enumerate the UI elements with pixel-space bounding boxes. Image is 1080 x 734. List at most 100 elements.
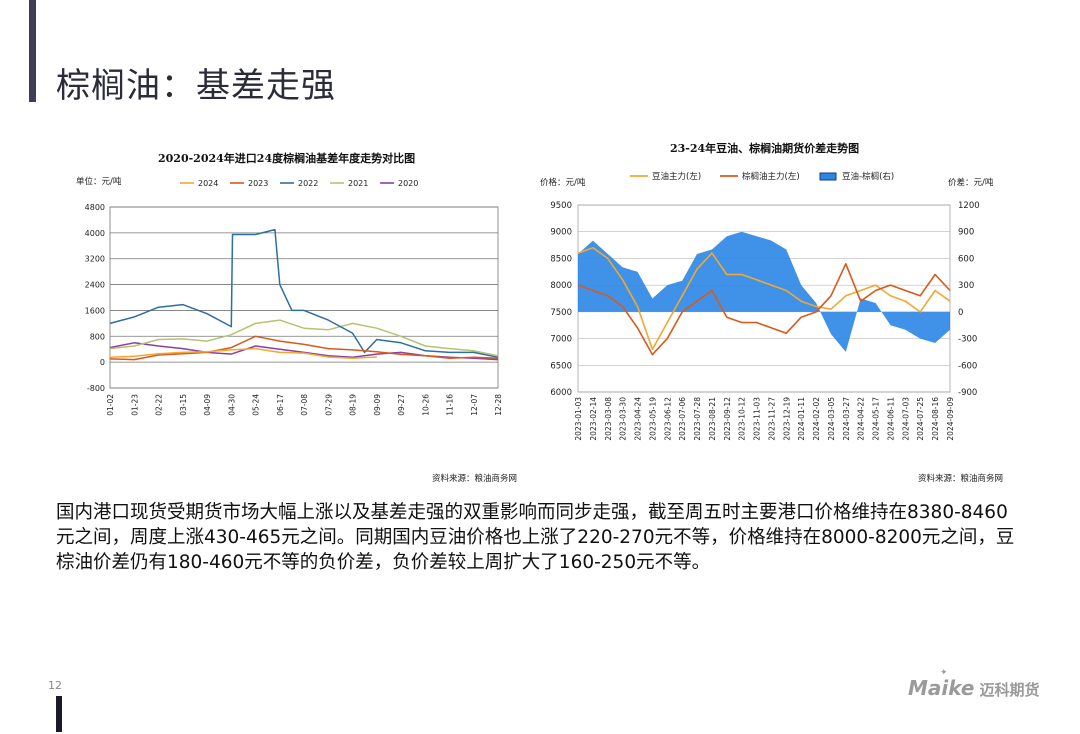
- x-tick-label: 2023-05-19: [648, 397, 657, 441]
- x-tick-label: 2024-07-25: [916, 397, 925, 441]
- x-tick-label: 2023-12-19: [782, 397, 791, 441]
- x-tick-label: 2024-08-16: [931, 397, 940, 441]
- y-tick-label: 2400: [85, 281, 105, 290]
- y-right-tick-label: -300: [958, 335, 977, 345]
- x-tick-label: 09-09: [373, 394, 382, 416]
- spread-chart-title: 23-24年豆油、棕榈油期货价差走势图: [670, 142, 860, 155]
- y-right-tick-label: 600: [958, 254, 974, 264]
- page-title: 棕榈油：基差走强: [56, 66, 336, 106]
- x-tick-label: 2023-08-21: [708, 397, 717, 441]
- spread-chart-right-unit: 价差：元/吨: [948, 178, 994, 188]
- x-tick-label: 02-22: [155, 394, 164, 416]
- x-tick-label: 2023-11-03: [753, 397, 762, 441]
- x-tick-label: 2023-06-12: [663, 397, 672, 441]
- basis-chart-title: 2020-2024年进口24度棕榈油基差年度走势对比图: [158, 152, 416, 165]
- x-tick-label: 2023-02-14: [589, 397, 598, 441]
- y-right-tick-label: -600: [958, 361, 977, 371]
- x-tick-label: 2024-01-11: [797, 397, 806, 441]
- y-tick-label: 0: [100, 358, 105, 367]
- y-right-tick-label: -900: [958, 388, 977, 398]
- y-right-tick-label: 900: [958, 228, 974, 238]
- x-tick-label: 12-07: [470, 394, 479, 416]
- legend-label: 2024: [198, 179, 218, 188]
- spread-chart-source: 资料来源：粮油商务网: [918, 474, 1004, 484]
- y-left-tick-label: 6500: [550, 361, 572, 371]
- x-tick-label: 09-27: [397, 394, 406, 416]
- spread-chart: 23-24年豆油、棕榈油期货价差走势图 价格：元/吨 价差：元/吨 6000 65…: [530, 130, 1020, 490]
- logo-cn-text: 迈科期货: [979, 681, 1040, 699]
- legend-label: 豆油主力(左): [652, 171, 701, 182]
- plot-frame: [109, 206, 499, 389]
- x-tick-label: 2023-01-03: [574, 397, 583, 441]
- y-right-tick-label: 0: [958, 308, 963, 318]
- y-tick-label: 1600: [85, 306, 105, 315]
- x-tick-label: 2024-03-27: [842, 397, 851, 441]
- spread-chart-svg: 60006500700075008000850090009500-900-600…: [550, 171, 980, 441]
- logo-mark-icon: ✦: [940, 668, 948, 678]
- x-tick-label: 2024-02-02: [812, 397, 821, 441]
- y-left-tick-label: 9500: [550, 201, 572, 211]
- series-line-2024: [109, 347, 377, 360]
- x-tick-label: 2023-04-24: [634, 397, 643, 441]
- basis-chart-svg: -800 0 800 1600 2400 3200 4000 4800 01-02 01-23 02…: [85, 179, 503, 416]
- y-left-tick-label: 7500: [550, 308, 572, 318]
- series-line-2022: [109, 228, 499, 359]
- series-line-棕榈油主力(左): [577, 263, 951, 356]
- x-tick-label: 12-28: [494, 394, 503, 416]
- x-tick-label: 04-09: [203, 394, 212, 416]
- x-tick-label: 07-08: [300, 394, 309, 416]
- y-tick-label: 4000: [85, 229, 105, 238]
- x-tick-label: 01-02: [106, 394, 115, 416]
- y-left-tick-label: 9000: [550, 228, 572, 238]
- x-tick-label: 2024-07-03: [901, 397, 910, 441]
- spread-chart-left-unit: 价格：元/吨: [540, 178, 586, 188]
- x-tick-label: 03-15: [179, 394, 188, 416]
- x-tick-label: 2023-07-28: [693, 397, 702, 441]
- x-tick-label: 2023-11-27: [767, 397, 776, 441]
- legend-label: 2020: [398, 179, 418, 188]
- basis-chart: 2020-2024年进口24度棕榈油基差年度走势对比图 单位：元/吨 -800 0…: [70, 140, 510, 490]
- x-tick-label: 08-19: [349, 394, 358, 416]
- x-tick-label: 2023-03-08: [604, 397, 613, 441]
- y-left-tick-label: 8500: [550, 254, 572, 264]
- maike-logo: ✦ Maike 迈科期货: [908, 668, 1040, 700]
- x-tick-label: 2024-05-17: [872, 397, 881, 441]
- y-right-tick-label: 1200: [958, 201, 980, 211]
- y-left-tick-label: 7000: [550, 335, 572, 345]
- legend-swatch: [819, 172, 837, 181]
- x-tick-label: 2023-09-12: [723, 397, 732, 441]
- legend-label: 豆油-棕榈(右): [842, 171, 894, 182]
- x-tick-label: 05-24: [252, 394, 261, 416]
- legend-label: 2021: [348, 179, 368, 188]
- basis-chart-unit: 单位：元/吨: [76, 177, 122, 187]
- legend-label: 2022: [298, 179, 318, 188]
- x-tick-label: 2024-03-05: [827, 397, 836, 441]
- x-tick-label: 10-26: [421, 394, 430, 416]
- y-left-tick-label: 6000: [550, 388, 572, 398]
- x-tick-label: 2023-03-30: [619, 397, 628, 441]
- x-tick-label: 01-23: [130, 394, 139, 416]
- legend-label: 棕榈油主力(左): [742, 171, 800, 182]
- x-tick-label: 04-30: [227, 394, 236, 416]
- x-tick-label: 2023-10-12: [738, 397, 747, 441]
- x-tick-label: 06-17: [276, 394, 285, 416]
- y-tick-label: -800: [87, 384, 105, 393]
- x-tick-label: 2024-06-11: [886, 397, 895, 441]
- title-accent-bar: [29, 0, 36, 102]
- series-line-2021: [109, 319, 499, 357]
- logo-text: Maike: [908, 676, 975, 700]
- y-tick-label: 800: [90, 332, 105, 341]
- body-paragraph: 国内港口现货受期货市场大幅上涨以及基差走强的双重影响而同步走强，截至周五时主要港…: [56, 502, 1015, 573]
- y-tick-label: 4800: [85, 203, 105, 212]
- y-right-tick-label: 300: [958, 281, 974, 291]
- basis-chart-source: 资料来源：粮油商务网: [432, 474, 518, 484]
- page-number: 12: [48, 679, 62, 692]
- x-tick-label: 11-16: [446, 394, 455, 416]
- series-line-豆油主力(左): [577, 246, 951, 351]
- legend-label: 2023: [248, 179, 268, 188]
- footer-accent-bar: [56, 696, 62, 732]
- series-line-2023: [109, 335, 499, 361]
- y-tick-label: 3200: [85, 255, 105, 264]
- x-tick-label: 2023-07-06: [678, 397, 687, 441]
- x-tick-label: 2024-09-09: [946, 397, 955, 441]
